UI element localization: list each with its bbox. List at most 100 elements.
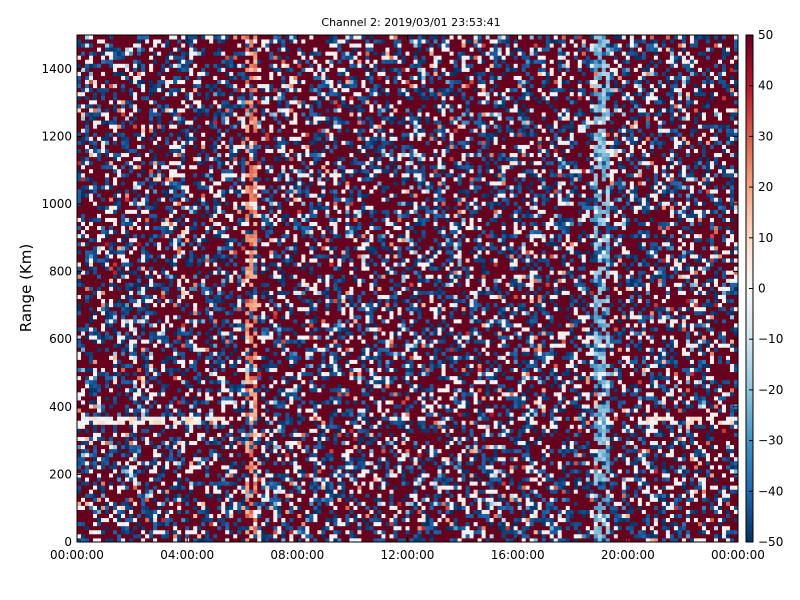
heatmap-cell [105,460,110,466]
heatmap-cell [669,533,675,539]
heatmap-cell [93,468,98,474]
heatmap-cell [253,424,258,429]
heatmap-cell [621,436,627,441]
heatmap-cell [293,436,298,441]
heatmap-cell [377,468,382,474]
heatmap-cell [673,505,679,510]
heatmap-cell [317,489,322,494]
heatmap-cell [685,468,691,474]
heatmap-cell [265,513,270,519]
heatmap-cell [137,525,142,531]
heatmap-cell [285,464,290,470]
heatmap-cell [717,517,723,523]
heatmap-cell [537,464,543,470]
heatmap-cell [309,497,314,502]
heatmap-cell [137,424,142,429]
heatmap-cell [569,460,575,466]
heatmap-cell [713,444,719,450]
heatmap-cell [641,440,647,446]
heatmap-cell [105,448,110,454]
heatmap-cell [461,517,466,523]
heatmap-cell [301,440,306,446]
heatmap-cell [329,533,334,539]
heatmap-cell [329,517,334,523]
heatmap-cell [665,428,671,433]
heatmap-cell [601,517,607,523]
heatmap-cell [117,529,122,535]
heatmap-cell [221,505,226,510]
heatmap-cell [237,485,242,490]
heatmap-cell [113,517,118,523]
heatmap-cell [365,517,370,523]
heatmap-cell [485,424,491,429]
heatmap-cell [429,525,434,531]
heatmap-cell [541,525,547,531]
heatmap-cell [501,517,507,523]
heatmap-cell [205,436,210,441]
heatmap-cell [177,432,182,437]
heatmap-cell [485,440,491,446]
heatmap-cell [409,420,414,425]
heatmap-cell [157,460,162,466]
heatmap-cell [365,501,370,506]
heatmap-cell [197,448,202,454]
heatmap-cell [313,501,318,506]
heatmap-cell [537,493,543,498]
heatmap-cell [353,420,358,425]
heatmap-cell [221,485,226,490]
heatmap-cell [713,456,719,462]
heatmap-cell [505,489,511,494]
heatmap-cell [485,529,491,535]
heatmap-cell [397,448,402,454]
heatmap-cell [337,420,342,425]
heatmap-cell [521,525,527,531]
heatmap-cell [601,473,607,478]
heatmap-cell [493,424,499,429]
heatmap-cell [341,460,346,466]
heatmap-cell [513,537,519,542]
heatmap-cell [345,529,350,535]
heatmap-cell [561,529,567,535]
heatmap-cell [665,444,671,450]
heatmap-cell [417,521,422,527]
heatmap-cell [173,489,178,494]
heatmap-cell [261,521,266,527]
heatmap-cell [449,537,454,542]
heatmap-cell [693,481,699,486]
heatmap-cell [573,468,579,474]
heatmap-cell [217,525,222,531]
heatmap-cell [621,468,627,474]
heatmap-cell [449,485,454,490]
heatmap-cell [289,505,294,510]
heatmap-cell [205,468,210,474]
heatmap-cell [233,420,238,425]
heatmap-cell [249,473,254,478]
heatmap-cell [441,497,446,502]
heatmap-cell [101,428,106,433]
heatmap-cell [489,505,495,510]
heatmap-cell [581,440,587,446]
heatmap-cell [101,513,106,519]
heatmap-cell [269,481,274,486]
heatmap-cell [249,501,254,506]
heatmap-cell [89,452,94,458]
heatmap-cell [725,521,731,527]
heatmap-cell [281,501,286,506]
heatmap-cell [105,436,110,441]
heatmap-cell [237,529,242,535]
heatmap-cell [521,452,527,458]
heatmap-cell [333,444,338,450]
heatmap-cell [649,485,655,490]
heatmap-cell [213,489,218,494]
heatmap-cell [245,460,250,466]
heatmap-cell [205,509,210,515]
heatmap-cell [265,464,270,470]
heatmap-cell [677,477,683,482]
heatmap-cell [437,456,442,462]
heatmap-cell [697,448,703,454]
heatmap-cell [261,432,266,437]
heatmap-cell [669,509,675,515]
heatmap-cell [349,456,354,462]
heatmap-cell [301,533,306,539]
heatmap-cell [377,537,382,542]
